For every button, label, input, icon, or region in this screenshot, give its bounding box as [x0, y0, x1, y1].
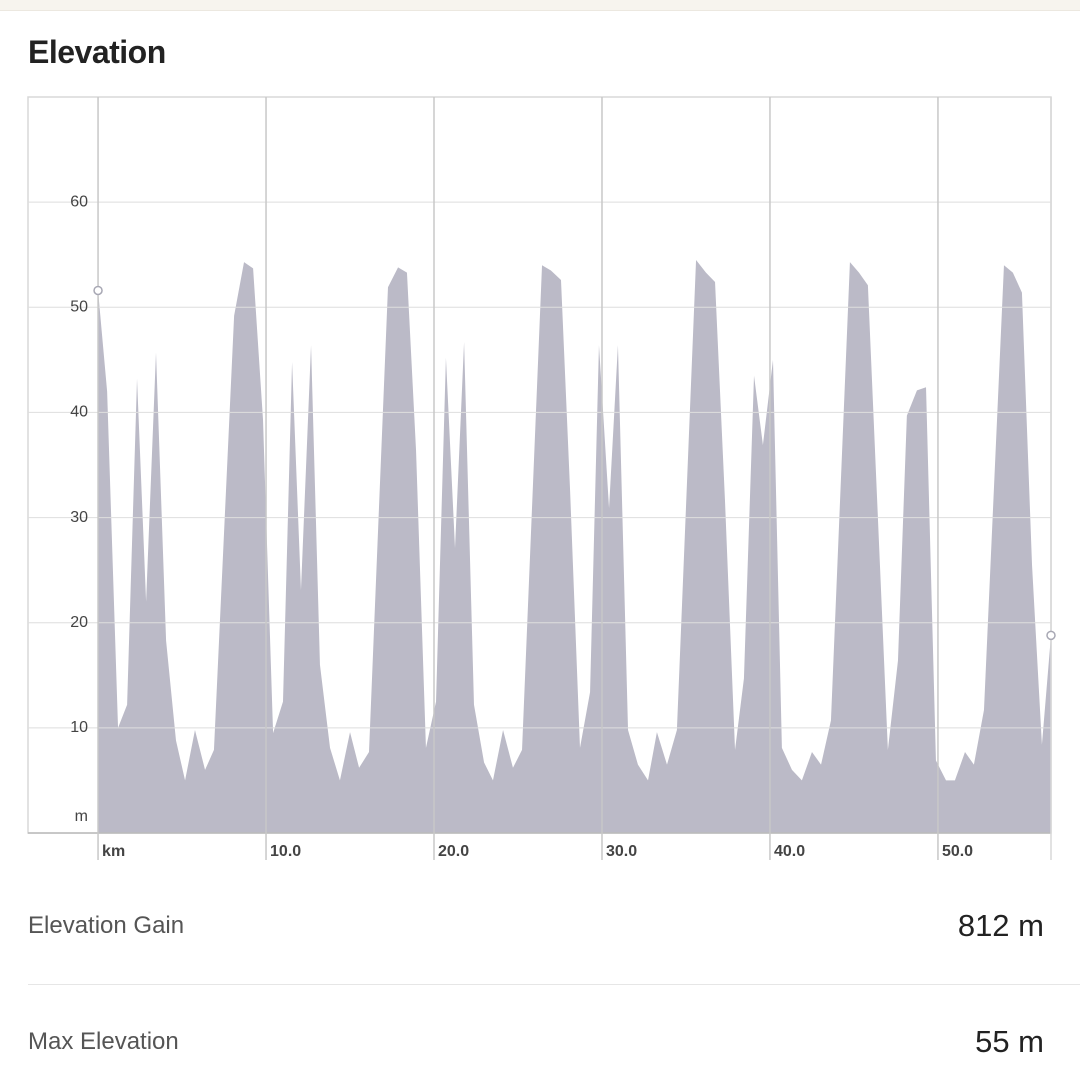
y-tick-label: 40	[70, 404, 88, 421]
y-tick-label: 60	[70, 193, 88, 210]
stat-label: Max Elevation	[28, 1028, 179, 1055]
x-tick-label: km	[102, 843, 125, 860]
stat-value: 55 m	[975, 1024, 1044, 1059]
x-tick-label: 50.0	[942, 843, 973, 860]
y-tick-label: m	[75, 808, 88, 825]
stat-row: Elevation Gain 812 m	[28, 900, 1044, 956]
x-tick-label: 20.0	[438, 843, 469, 860]
x-tick-label: 30.0	[606, 843, 637, 860]
elevation-area	[98, 259, 1051, 833]
y-tick-label: 30	[70, 509, 88, 526]
y-tick-label: 50	[70, 299, 88, 316]
elevation-chart: m 10 20 30 40 50 60 km 10.0 20.0 30.0 40.0 50.0	[27, 96, 1056, 860]
x-tick-label: 10.0	[270, 843, 301, 860]
y-tick-label: 10	[70, 719, 88, 736]
x-tick-label: 40.0	[774, 843, 805, 860]
stat-label: Elevation Gain	[28, 912, 185, 939]
top-strip	[0, 0, 1080, 11]
stat-value: 812 m	[957, 908, 1044, 943]
endpoint-marker	[1046, 630, 1056, 641]
title: Elevation	[28, 34, 166, 70]
separator	[28, 984, 1080, 985]
stat-row: Max Elevation 55 m	[28, 1016, 1044, 1072]
y-tick-label: 20	[70, 614, 88, 631]
endpoint-marker	[93, 285, 103, 296]
